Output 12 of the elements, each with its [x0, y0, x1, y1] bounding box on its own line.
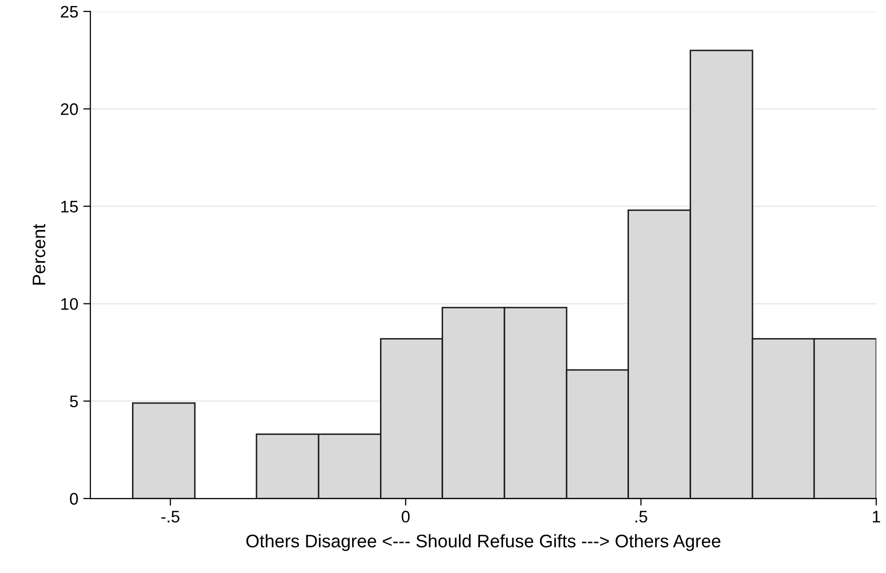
x-tick-label: -.5	[161, 510, 180, 523]
y-axis-title: Percent	[32, 224, 46, 285]
y-tick-label: 15	[61, 200, 78, 212]
y-tick-label: 25	[60, 6, 78, 18]
y-tick-label: 10	[61, 298, 78, 310]
y-tick-label: 0	[70, 492, 78, 505]
x-axis-title: Others Disagree <--- Should Refuse Gifts ---> Others Agree	[246, 534, 720, 552]
x-tick-label: 1	[872, 510, 880, 522]
y-tick-label: 5	[70, 396, 78, 408]
x-tick-label: .5	[636, 510, 648, 523]
x-tick-label: 0	[402, 510, 410, 523]
y-tick-label: 20	[60, 103, 78, 116]
